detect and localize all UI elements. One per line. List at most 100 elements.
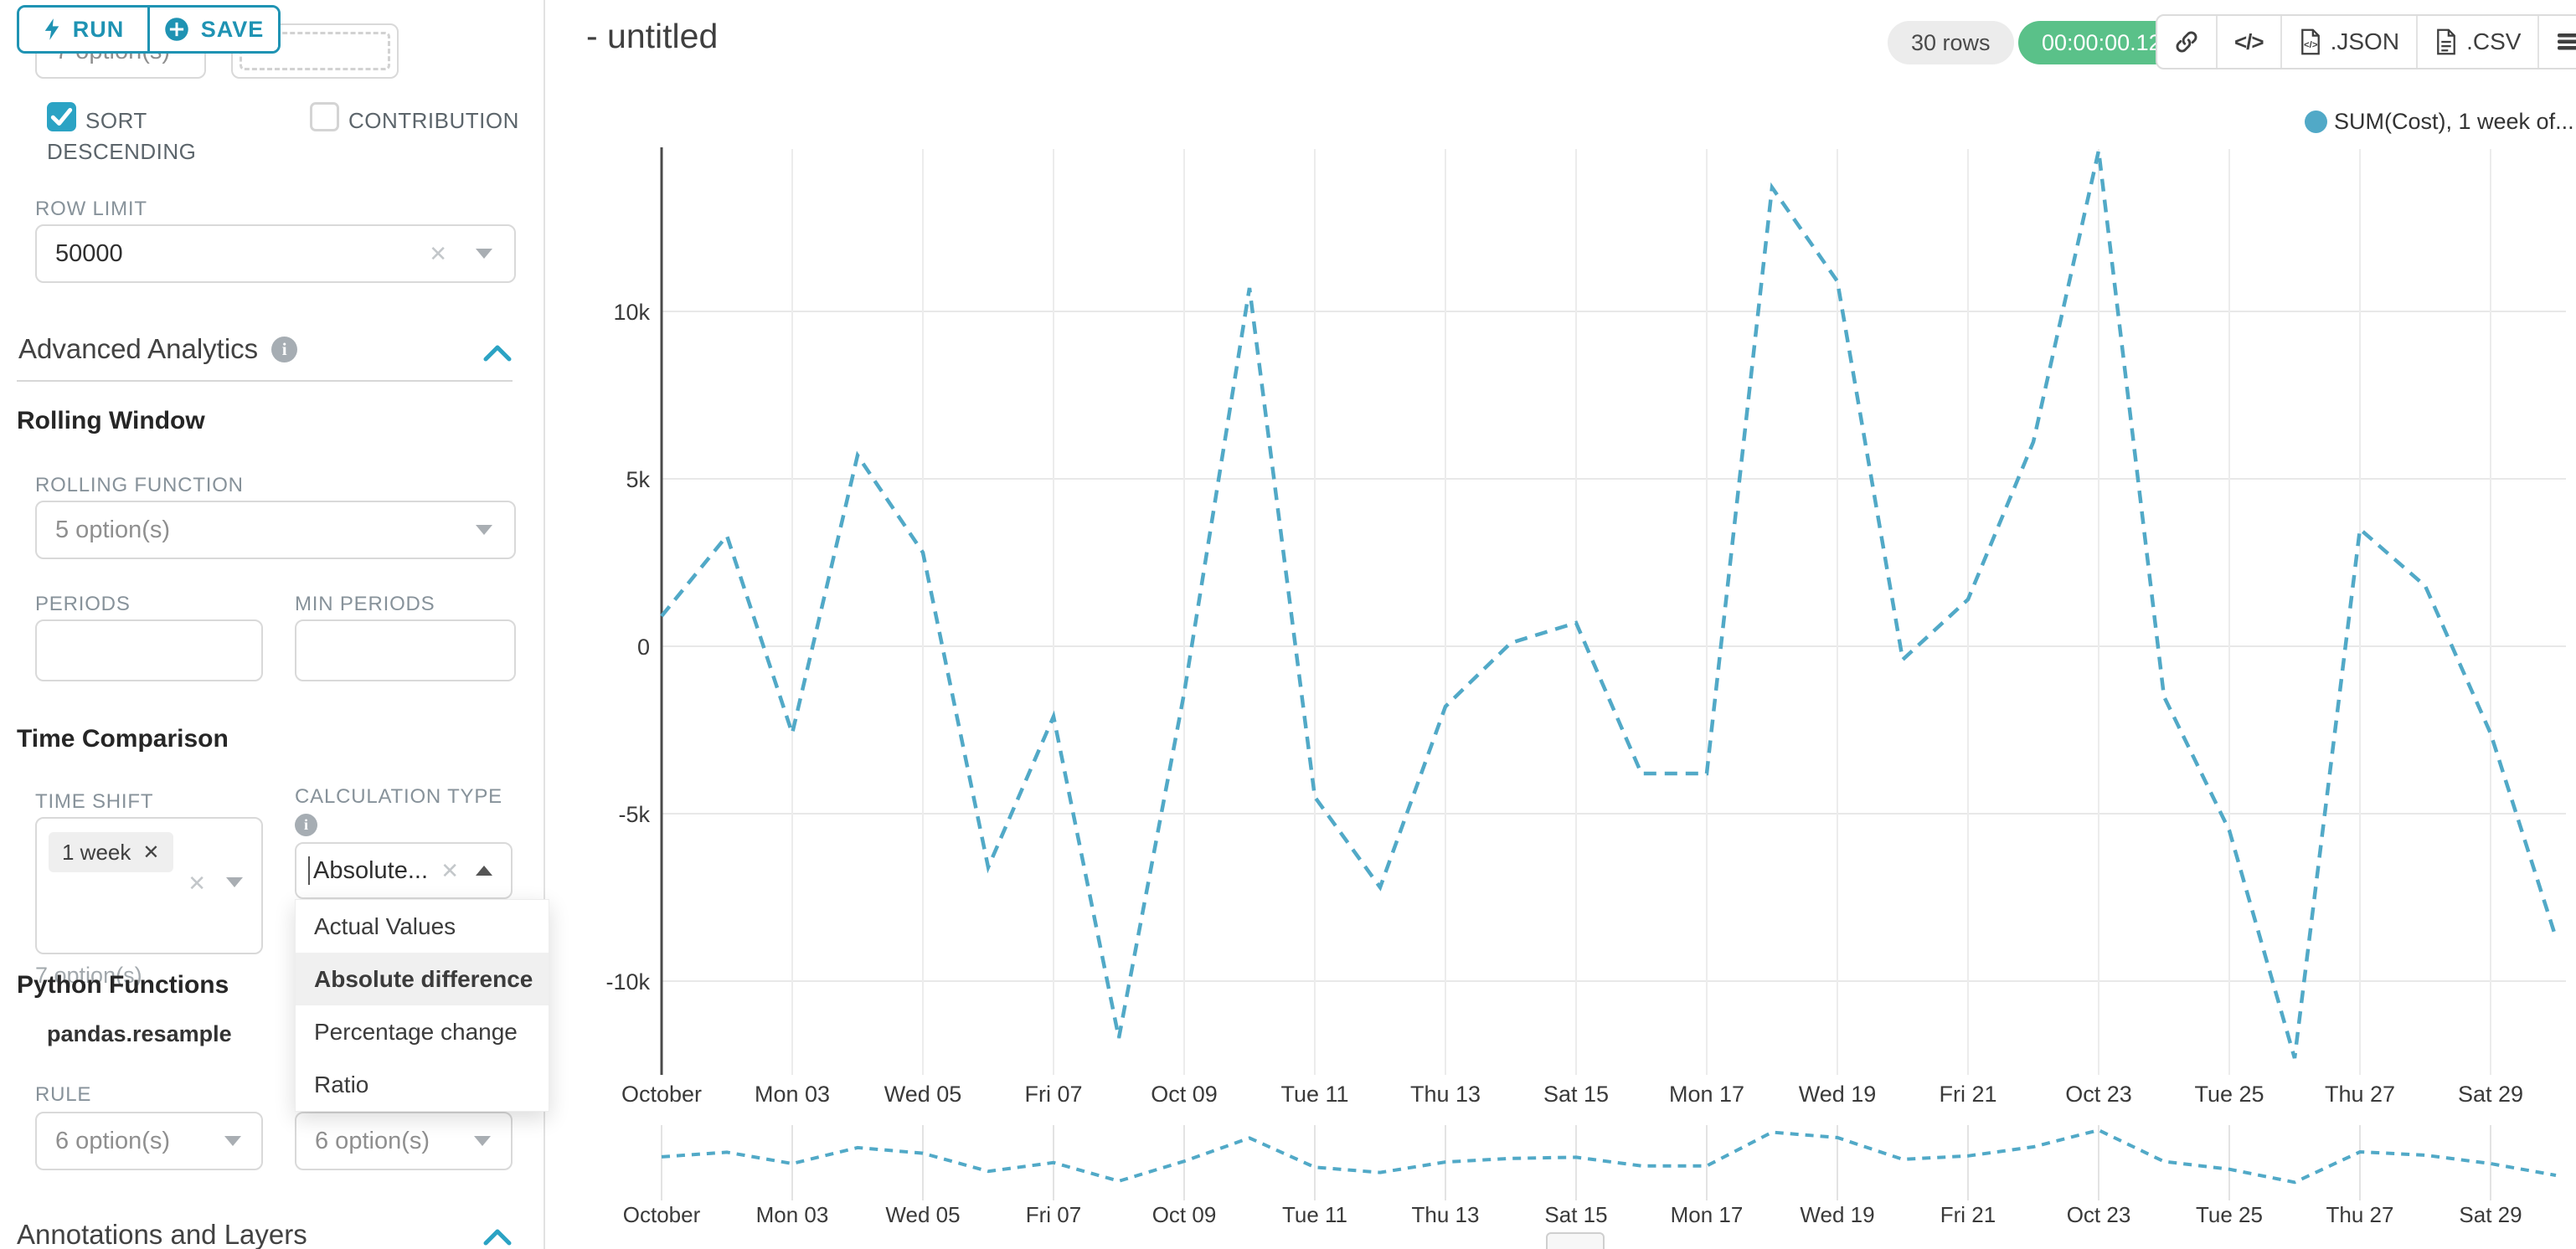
pandas-resample-label: pandas.resample	[47, 1021, 232, 1046]
dropdown-option[interactable]: Actual Values	[314, 912, 456, 939]
remove-tag-icon[interactable]: ✕	[142, 840, 160, 864]
mini-preview-chart[interactable]: October Mon 03 Wed 05 Fri 07 Oct 09 Tue 11 Thu…	[544, 1113, 2576, 1249]
calculation-type-value: Absolute...	[313, 856, 429, 884]
run-button[interactable]: RUN	[19, 8, 147, 51]
calculation-type-select[interactable]: Absolute... ✕	[295, 842, 513, 899]
export-csv-label: .CSV	[2466, 28, 2522, 54]
contribution-checkbox[interactable]	[310, 102, 339, 131]
collapse-chevron-up-icon[interactable]	[481, 343, 514, 363]
x-axis-tick-label: Sat 29	[2458, 1082, 2523, 1107]
mini-x-tick-label: Oct 23	[2067, 1202, 2131, 1227]
python-functions-heading: Python Functions	[17, 971, 229, 999]
annotations-layers-title: Annotations and Layers	[17, 1219, 307, 1249]
dropdown-option[interactable]: Ratio	[314, 1071, 369, 1097]
text-cursor	[308, 856, 310, 885]
dropdown-option[interactable]: Absolute difference	[296, 953, 549, 1005]
series-line-sum-cost[interactable]	[660, 150, 2558, 1059]
hamburger-menu-icon	[2558, 33, 2576, 50]
x-axis-tick-label: Thu 13	[1410, 1082, 1481, 1107]
main-line-chart[interactable]: 10k 5k 0 -5k -10k October Mon 03 Wed 05 Fri 07 Oc…	[544, 126, 2576, 1122]
info-icon[interactable]: i	[271, 336, 298, 362]
time-shift-tag: 1 week ✕	[49, 832, 173, 872]
rule-select-secondary[interactable]: 6 option(s)	[295, 1112, 513, 1170]
mini-x-tick-label: Mon 17	[1671, 1202, 1744, 1227]
rule-label: RULE	[35, 1083, 92, 1106]
sort-descending-label: SORT DESCENDING	[47, 108, 197, 164]
bottom-clipped-control[interactable]	[1546, 1232, 1605, 1249]
x-axis-tick-label: Oct 09	[1151, 1082, 1218, 1107]
embed-code-button[interactable]: </>	[2216, 16, 2280, 68]
copy-link-button[interactable]	[2157, 16, 2216, 68]
y-axis-tick-label: 10k	[613, 300, 650, 325]
chevron-down-icon	[226, 877, 243, 887]
calculation-type-label: CALCULATION TYPE	[295, 785, 502, 808]
chart-title[interactable]: - untitled	[586, 17, 719, 55]
legend-item[interactable]: SUM(Cost), 1 week of...	[2305, 109, 2574, 135]
mini-x-tick-label: Wed 19	[1800, 1202, 1874, 1227]
contribution-label: CONTRIBUTION	[348, 108, 519, 133]
sort-descending-checkbox[interactable]	[47, 102, 76, 131]
rule-select[interactable]: 6 option(s)	[35, 1112, 263, 1170]
plus-circle-icon	[164, 18, 188, 41]
legend-series-dot	[2305, 111, 2327, 133]
mini-x-tick-label: Sat 29	[2459, 1202, 2522, 1227]
clear-icon[interactable]: ✕	[429, 240, 447, 266]
rule-value-secondary: 6 option(s)	[315, 1127, 430, 1154]
row-limit-label: ROW LIMIT	[35, 198, 147, 220]
run-button-label: RUN	[72, 16, 125, 42]
save-button[interactable]: SAVE	[147, 8, 278, 51]
time-shift-tag-label: 1 week	[62, 839, 131, 865]
chevron-up-icon	[476, 866, 492, 876]
file-code-icon: </>	[2300, 28, 2320, 55]
min-periods-label: MIN PERIODS	[295, 593, 435, 615]
mini-x-tick-label: Wed 05	[885, 1202, 960, 1227]
export-json-label: .JSON	[2330, 28, 2400, 54]
y-axis-tick-label: -5k	[618, 802, 650, 827]
calculation-type-dropdown-menu: Actual Values Absolute difference Percenta…	[295, 899, 549, 1112]
time-shift-hint: 7 option(s)	[35, 963, 142, 988]
mini-x-tick-label: Sat 15	[1544, 1202, 1607, 1227]
y-axis-tick-label: -10k	[605, 969, 650, 995]
rolling-window-heading: Rolling Window	[17, 407, 205, 434]
rolling-function-label: ROLLING FUNCTION	[35, 474, 244, 496]
x-axis-tick-label: Wed 19	[1799, 1082, 1877, 1107]
annotations-layers-heading: Annotations and Layers	[17, 1219, 307, 1249]
y-axis-tick-label: 5k	[626, 467, 650, 492]
chevron-down-icon	[474, 1136, 491, 1146]
collapse-chevron-up-icon[interactable]	[481, 1227, 514, 1247]
info-icon[interactable]: i	[295, 814, 317, 836]
rolling-function-select[interactable]: 5 option(s)	[35, 501, 516, 559]
mini-series-line[interactable]	[661, 1128, 2557, 1185]
dropdown-option[interactable]: Percentage change	[314, 1018, 518, 1045]
row-limit-value: 50000	[55, 239, 123, 267]
x-axis-tick-label: Wed 05	[884, 1082, 962, 1107]
x-axis-tick-label: Fri 21	[1939, 1082, 1996, 1107]
link-icon	[2176, 31, 2197, 53]
clear-icon[interactable]: ✕	[440, 857, 459, 883]
mini-x-tick-label: Thu 27	[2326, 1202, 2394, 1227]
min-periods-input[interactable]	[295, 619, 516, 681]
row-limit-select[interactable]: 50000 ✕	[35, 224, 516, 283]
time-shift-multiselect[interactable]: 1 week ✕ ✕	[35, 817, 263, 954]
svg-text:</>: </>	[2304, 40, 2318, 50]
mini-x-tick-label: Fri 07	[1026, 1202, 1081, 1227]
export-csv-button[interactable]: .CSV	[2416, 16, 2537, 68]
rolling-function-value: 5 option(s)	[55, 516, 171, 543]
x-axis-tick-label: Fri 07	[1024, 1082, 1082, 1107]
export-json-button[interactable]: </> .JSON	[2280, 16, 2416, 68]
periods-input[interactable]	[35, 619, 263, 681]
section-divider	[17, 380, 513, 382]
rows-count-badge: 30 rows	[1888, 21, 2014, 64]
chevron-down-icon	[224, 1136, 241, 1146]
clear-icon[interactable]: ✕	[188, 871, 206, 896]
mini-x-tick-label: Oct 09	[1152, 1202, 1217, 1227]
advanced-analytics-section: Advanced Analytics i	[18, 333, 298, 365]
time-comparison-heading: Time Comparison	[17, 725, 229, 753]
mini-x-tick-label: Fri 21	[1940, 1202, 1996, 1227]
x-axis-tick-label: October	[621, 1082, 702, 1107]
mini-x-tick-label: Tue 11	[1282, 1202, 1347, 1227]
lightning-bolt-icon	[44, 18, 59, 40]
more-options-button[interactable]	[2537, 16, 2576, 68]
mini-x-tick-label: October	[623, 1202, 701, 1227]
